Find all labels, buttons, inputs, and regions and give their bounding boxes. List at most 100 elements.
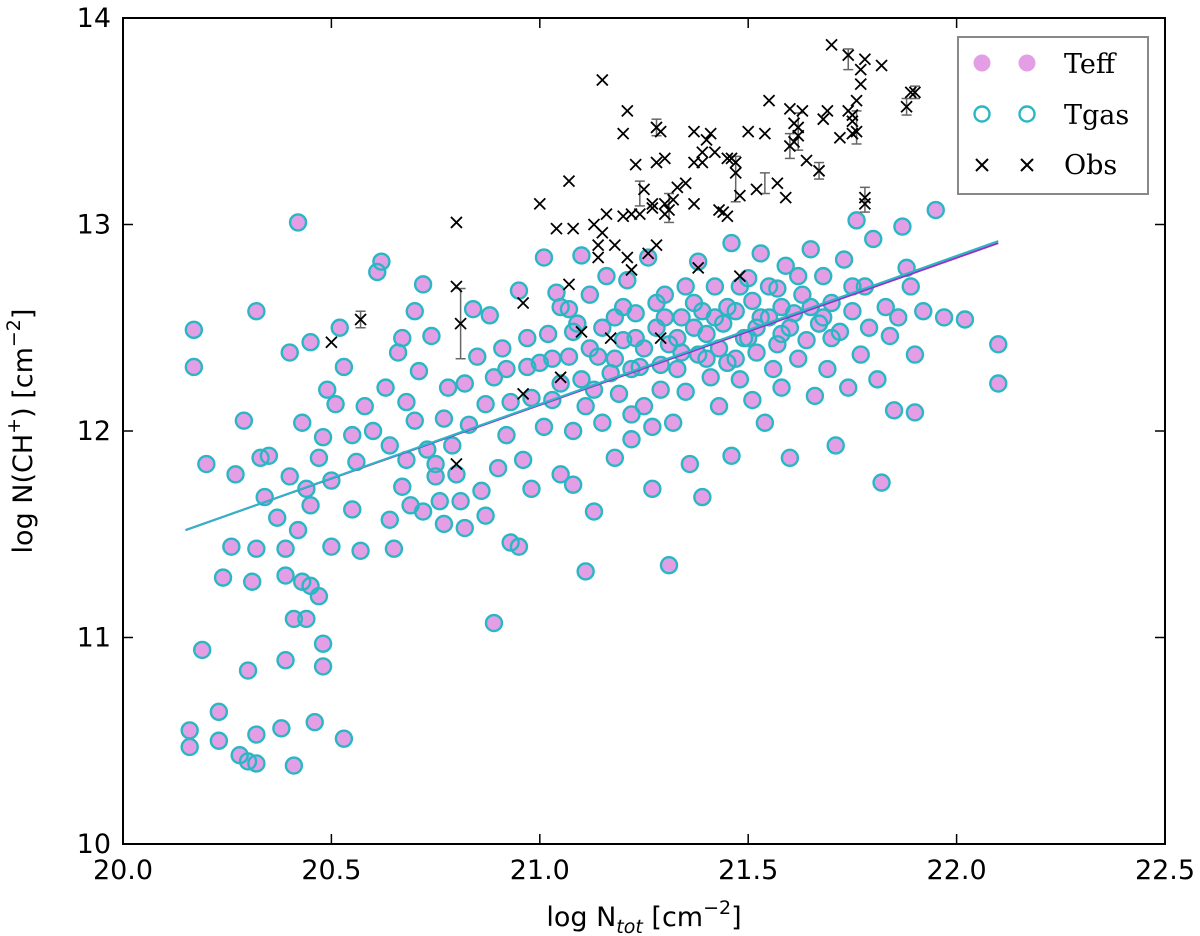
- tgas-point: [518, 357, 537, 377]
- teff-point: [873, 474, 891, 492]
- tgas-point: [313, 657, 333, 676]
- tgas-point: [343, 425, 362, 445]
- tgas-point: [634, 397, 654, 416]
- y-tick-label: 13: [77, 210, 111, 241]
- obs-point: [908, 86, 922, 99]
- teff-point: [197, 455, 215, 473]
- teff-point: [247, 726, 265, 744]
- teff-point: [802, 240, 820, 258]
- obs-point: [516, 296, 530, 310]
- tgas-point: [905, 345, 925, 364]
- tgas-point: [330, 318, 349, 337]
- teff-point: [435, 410, 453, 428]
- tgas-point: [651, 380, 670, 399]
- teff-point: [597, 267, 615, 285]
- legend-teff-marker: [973, 54, 991, 72]
- obs-point: [687, 125, 701, 138]
- tgas-point: [522, 479, 541, 499]
- teff-point: [677, 383, 695, 401]
- teff-point: [652, 381, 670, 399]
- obs-points: [325, 38, 922, 471]
- tgas-point: [372, 252, 391, 271]
- tgas-point: [563, 421, 583, 441]
- tgas-point: [580, 339, 600, 358]
- tgas-point: [497, 425, 516, 445]
- model-points: [180, 200, 1008, 775]
- tgas-point: [397, 392, 416, 412]
- obs-point: [658, 197, 671, 210]
- tgas-point: [355, 397, 374, 416]
- obs-point: [450, 280, 463, 293]
- tgas-point: [655, 308, 675, 327]
- tgas-point: [563, 475, 583, 494]
- tgas-point: [864, 229, 883, 249]
- tgas-point: [268, 508, 287, 527]
- teff-point: [731, 370, 749, 388]
- y-axis-label: log N(CH+) [cm−2]: [3, 309, 39, 554]
- tgas-point: [884, 401, 904, 420]
- teff-point: [673, 308, 691, 326]
- teff-point: [927, 201, 945, 219]
- tgas-point: [434, 409, 454, 428]
- teff-point: [347, 453, 365, 471]
- teff-point: [868, 370, 886, 388]
- tgas-point: [551, 465, 570, 484]
- tgas-point: [184, 357, 204, 377]
- tgas-point: [343, 500, 362, 519]
- tgas-point: [705, 277, 725, 296]
- tgas-point: [776, 256, 795, 275]
- tgas-point: [443, 436, 462, 455]
- tgas-point: [192, 640, 212, 660]
- tgas-point: [455, 374, 474, 393]
- teff-point: [593, 319, 611, 337]
- tgas-point: [484, 613, 504, 633]
- obs-point: [646, 197, 659, 210]
- obs-point: [850, 94, 863, 107]
- obs-point: [596, 226, 609, 239]
- tgas-point: [543, 349, 562, 368]
- tgas-point: [293, 413, 312, 432]
- tgas-point: [722, 233, 741, 253]
- obs-point: [662, 203, 676, 217]
- tgas-point: [701, 368, 720, 387]
- legend-teff-label: Teff: [1064, 49, 1117, 80]
- tgas-point: [755, 413, 775, 432]
- tgas-point: [693, 302, 712, 321]
- obs-point: [758, 127, 772, 140]
- teff-point: [648, 294, 666, 312]
- teff-point: [314, 657, 332, 675]
- obs-point: [533, 197, 546, 210]
- tgas-point: [743, 291, 762, 311]
- tgas-point: [480, 306, 499, 325]
- teff-point: [643, 418, 661, 436]
- teff-point: [552, 375, 570, 393]
- obs-point: [733, 189, 747, 202]
- teff-point: [889, 308, 907, 326]
- teff-point: [385, 540, 403, 558]
- teff-point: [577, 562, 595, 580]
- x-tick-label: 21.0: [510, 855, 570, 886]
- teff-point: [693, 488, 711, 506]
- tgas-point: [288, 520, 308, 540]
- tgas-point: [764, 359, 783, 379]
- obs-point: [800, 154, 813, 167]
- teff-point: [185, 321, 203, 339]
- teff-point: [306, 713, 324, 731]
- obs-point: [617, 127, 630, 140]
- tgas-point: [484, 368, 504, 387]
- obs-point: [604, 331, 617, 345]
- tgas-point: [793, 285, 812, 304]
- tgas-point: [638, 248, 658, 267]
- tgas-point: [688, 252, 708, 271]
- obs-point: [687, 197, 701, 210]
- teff-point: [335, 730, 353, 748]
- teff-point: [331, 319, 349, 337]
- tgas-point: [309, 448, 329, 468]
- legend-obs-label: Obs: [1064, 150, 1117, 181]
- tgas-point: [376, 378, 395, 397]
- teff-point: [639, 249, 657, 267]
- tgas-point: [213, 568, 233, 587]
- teff-point: [414, 275, 432, 293]
- teff-point: [743, 391, 761, 409]
- tgas-point: [847, 211, 866, 230]
